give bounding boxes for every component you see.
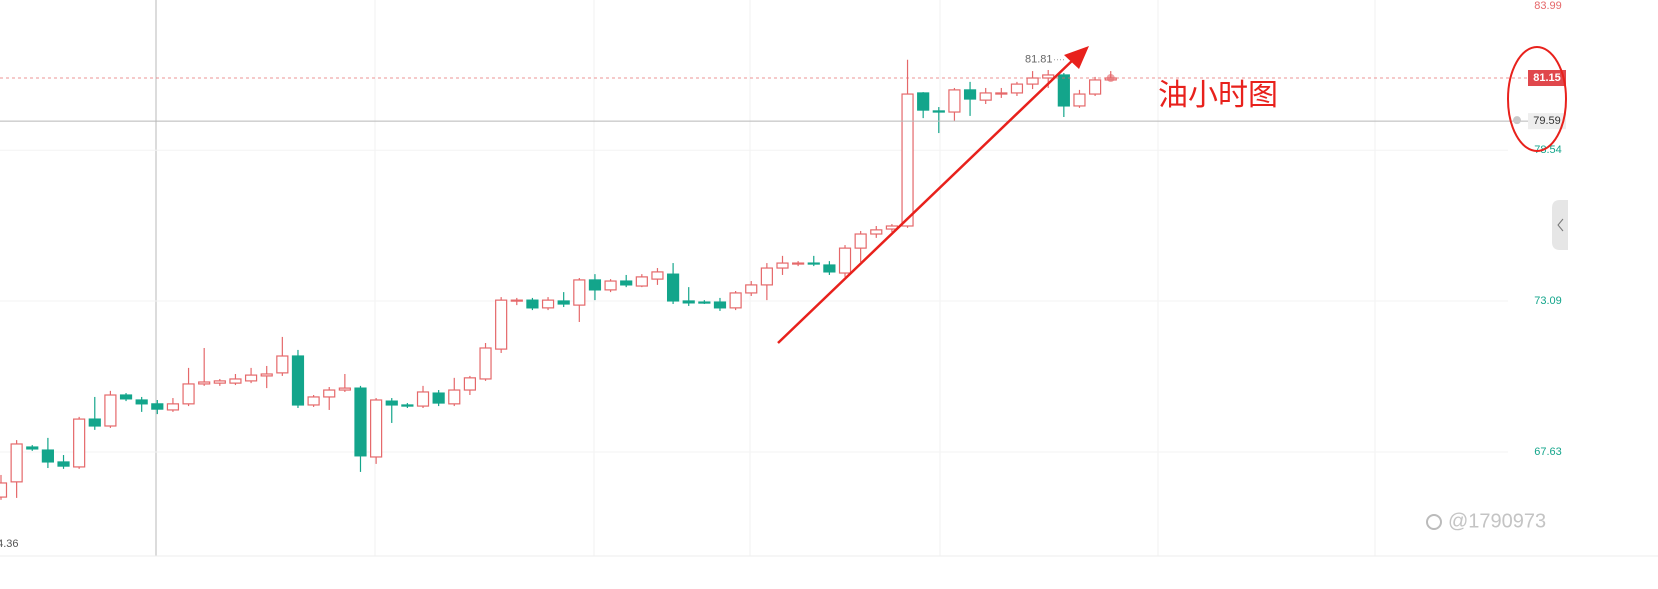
candle-body [870,229,883,235]
candle-body [745,284,758,294]
candle-body [166,403,180,411]
watermark-icon [1426,514,1442,530]
candle-body [88,418,101,427]
candle-body [182,383,195,405]
highlight-circle [1507,46,1567,152]
candle-body [932,110,945,113]
candle-body [620,280,633,286]
candle-body [291,355,305,406]
candle-body [666,273,680,302]
min-label: 64.36 [0,538,19,550]
candle-body [448,389,461,405]
candle-body [573,279,586,306]
candle-body [682,300,695,304]
candle-body [213,380,226,384]
candle-body [57,461,70,467]
y-tick-label: 67.63 [1534,446,1562,458]
candle-body [1088,79,1102,95]
candle-body [260,373,273,377]
candle-body [776,262,789,269]
y-tick-label: 78.54 [1534,144,1562,156]
current-price-dot [1106,74,1115,83]
trend-arrow [777,57,1076,344]
candle-body [510,299,523,302]
candle-body [416,391,430,407]
candle-body [229,378,242,384]
current-price-tag [1528,70,1566,87]
y-tick-label: 73.09 [1534,295,1562,307]
watermark: @1790973 [1448,510,1546,532]
current-price-label: 81.15 [1533,72,1561,84]
candle-body [0,482,8,498]
candle-body [1010,83,1024,94]
candle-body [495,299,508,350]
candle-body [198,381,211,385]
candle-body [276,355,289,374]
candle-body [948,89,961,113]
candle-body [557,300,570,305]
candle-body [1026,77,1039,85]
candle-body [698,301,711,304]
candle-body [119,394,133,400]
candle-body [823,264,836,273]
candle-body [323,389,336,398]
candle-body [979,92,992,101]
candle-body [807,262,820,265]
candle-body [588,279,602,291]
candle-body [854,233,867,249]
candle-body [604,280,617,291]
candle-body [370,399,383,458]
candle-body [135,399,148,405]
plot: 83.99 78.54 73.09 67.63 81.15 79.59 81.81 64.36 [0,0,1566,550]
crosshair-label: 79.59 [1533,115,1561,127]
vertical-grid [374,0,1376,556]
candle-body [1073,93,1086,107]
arrow-head [1064,46,1089,69]
y-tick-label: 83.99 [1534,0,1562,12]
candle-body [1057,74,1070,107]
candle-body [1042,74,1055,79]
candle-body [917,92,930,111]
alert-bell [1513,116,1521,125]
candle-body [41,449,54,463]
candle-body [713,301,727,309]
candle-body [901,93,914,227]
candle-body [354,387,367,457]
candle-body [463,377,476,391]
candle-body [541,299,555,309]
candle-body [151,403,164,410]
candle-body [307,396,320,406]
candle-body [651,271,664,280]
candle-body [479,347,492,380]
candle-body [385,400,398,406]
candle-body [104,394,117,427]
candle-body [526,299,539,309]
candle-body [838,247,852,274]
side-tab-icon [1557,218,1564,232]
crosshair-tag [1528,113,1566,130]
candle-body [792,262,805,265]
candle-body [26,446,39,450]
candle-body [338,387,351,391]
max-label: 81.81 [1025,54,1053,66]
annotation: 油小时图 [1158,79,1278,112]
candle-body [760,267,773,286]
candle-body [73,418,86,468]
candle-body [635,276,648,287]
side-tab[interactable] [1552,200,1568,250]
candle-body [10,443,23,483]
candle-body [244,374,258,382]
candle-body [963,89,977,100]
candle-body [729,292,742,309]
candle-body [432,392,445,404]
candle-body [401,404,414,407]
candle-body [995,92,1008,95]
